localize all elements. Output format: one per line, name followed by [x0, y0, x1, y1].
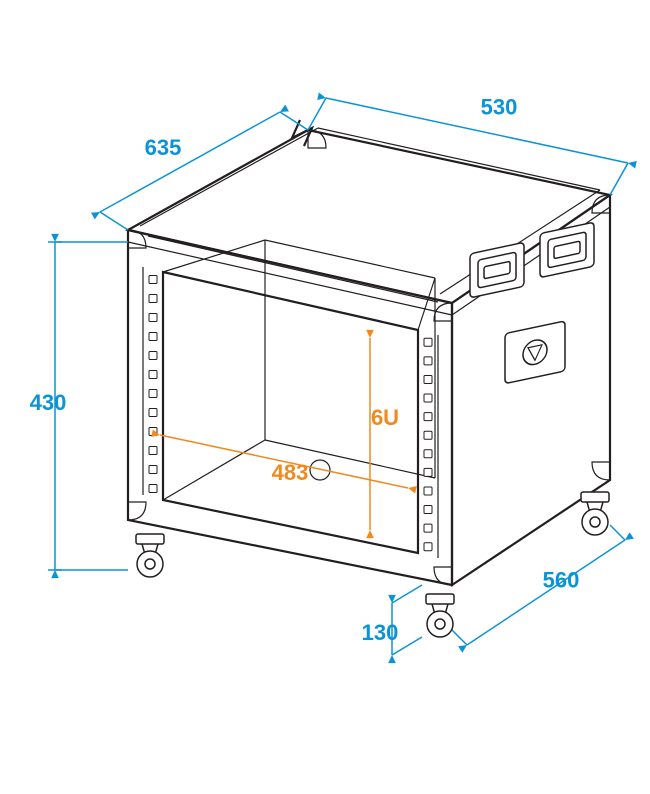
- svg-text:6U: 6U: [371, 405, 399, 430]
- svg-text:430: 430: [30, 390, 67, 415]
- svg-text:560: 560: [543, 568, 580, 593]
- rack-case-dimension-drawing: 530 635 430 560 130 6U 483: [0, 0, 650, 794]
- svg-text:483: 483: [272, 460, 309, 485]
- svg-text:130: 130: [362, 620, 399, 645]
- svg-text:635: 635: [145, 135, 182, 160]
- svg-text:530: 530: [481, 95, 518, 120]
